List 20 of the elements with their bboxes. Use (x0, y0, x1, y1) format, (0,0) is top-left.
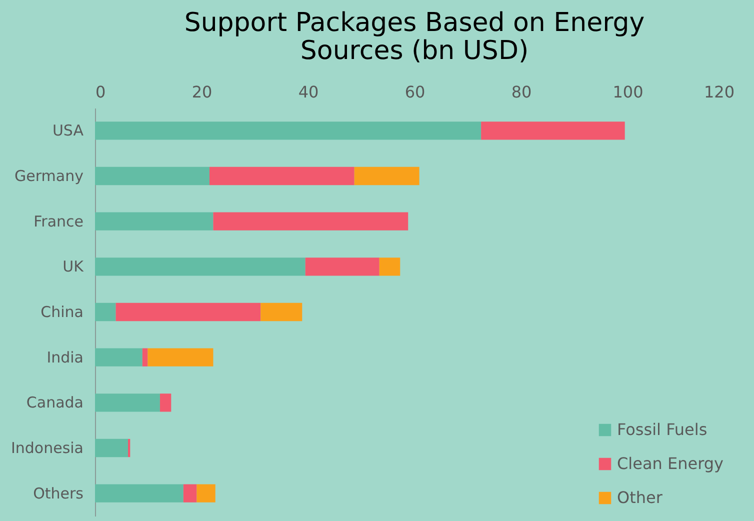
x-tick-label: 60 (404, 82, 426, 102)
legend-label: Fossil Fuels (617, 420, 708, 439)
y-tick-label: Canada (26, 394, 84, 412)
x-tick-label: 80 (511, 82, 532, 102)
x-tick-label: 40 (298, 82, 319, 102)
legend-label: Other (617, 488, 663, 507)
y-tick-label: India (46, 348, 84, 366)
y-tick-label: Others (33, 484, 84, 502)
x-tick-label: 20 (192, 82, 212, 102)
legend-label: Clean Energy (617, 454, 724, 473)
y-tick-label: France (34, 212, 84, 230)
x-tick-label: 100 (612, 82, 644, 102)
y-tick-label: USA (52, 122, 84, 140)
y-tick-label: UK (62, 258, 85, 276)
y-tick-label: Germany (14, 167, 84, 185)
x-tick-label: 0 (96, 82, 106, 102)
x-tick-label: 120 (704, 82, 734, 102)
chart-title: Support Packages Based on Energy Sources (bn USD) (184, 8, 645, 66)
y-tick-label: China (40, 303, 84, 321)
y-tick-label: Indonesia (10, 439, 84, 457)
